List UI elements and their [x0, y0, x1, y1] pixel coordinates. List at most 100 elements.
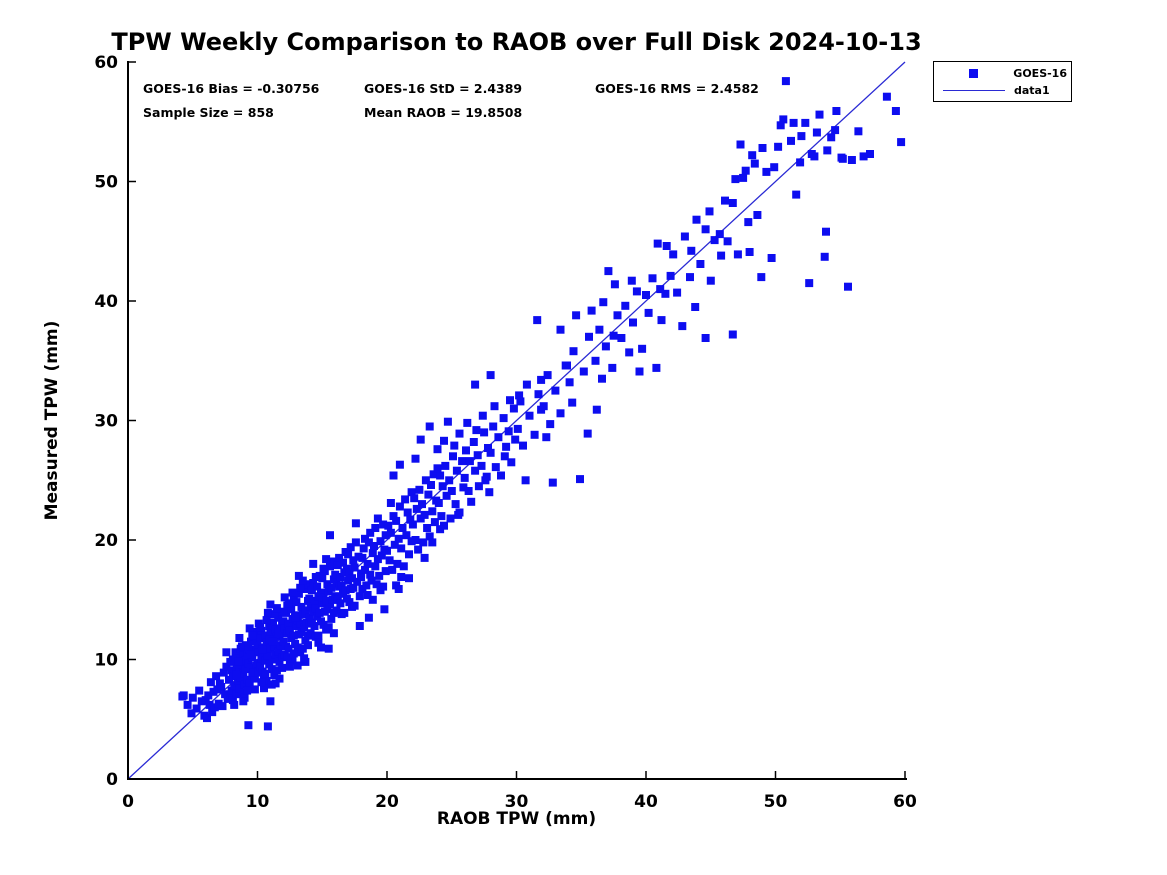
data-point — [436, 525, 445, 534]
data-point — [859, 152, 868, 161]
data-point — [262, 616, 271, 625]
data-point — [283, 653, 292, 662]
data-point — [420, 553, 429, 562]
data-point — [294, 589, 303, 598]
legend-line-icon — [943, 89, 1005, 91]
data-point — [301, 636, 310, 645]
data-point — [249, 668, 258, 677]
data-point — [381, 531, 390, 540]
data-point — [478, 411, 487, 420]
data-point — [515, 391, 524, 400]
data-point — [239, 697, 248, 706]
data-point — [423, 524, 432, 532]
data-point — [844, 282, 852, 291]
data-point — [397, 573, 406, 581]
data-point — [831, 126, 840, 135]
data-point — [832, 107, 841, 115]
data-point — [341, 586, 350, 595]
stat-std: GOES-16 StD = 2.4389 — [364, 81, 523, 96]
data-point — [212, 672, 221, 681]
data-point — [486, 371, 495, 380]
data-point — [464, 487, 473, 495]
data-point — [420, 510, 429, 519]
data-point — [548, 478, 557, 487]
data-point — [192, 704, 201, 713]
data-point — [701, 225, 710, 234]
data-point — [380, 605, 389, 614]
data-point — [442, 491, 451, 500]
data-point — [355, 622, 364, 630]
data-point — [648, 274, 657, 283]
data-point — [500, 452, 509, 461]
legend-square-marker-icon — [943, 68, 1004, 78]
x-tick-label: 60 — [893, 792, 917, 812]
data-point — [601, 342, 610, 351]
data-point — [801, 118, 810, 127]
data-point — [287, 605, 296, 614]
data-point — [389, 471, 398, 480]
data-point — [337, 581, 346, 590]
data-point — [256, 634, 265, 642]
data-point — [300, 623, 309, 632]
data-point — [731, 175, 740, 184]
data-point — [398, 524, 407, 532]
data-point — [298, 576, 307, 585]
data-point — [556, 325, 565, 334]
data-point — [407, 488, 416, 497]
data-point — [280, 624, 289, 633]
data-point — [355, 592, 364, 601]
data-point — [348, 574, 356, 583]
data-point — [317, 588, 325, 597]
data-point — [258, 645, 267, 654]
data-point — [741, 166, 750, 175]
data-point — [361, 565, 369, 574]
data-point — [460, 473, 469, 482]
data-point — [474, 482, 483, 491]
data-point — [687, 246, 696, 255]
data-point — [318, 574, 327, 583]
data-point — [240, 680, 249, 689]
data-point — [284, 619, 293, 628]
data-point — [418, 500, 426, 509]
data-point — [539, 402, 548, 411]
data-point — [324, 623, 333, 632]
stat-sample-size: Sample Size = 858 — [143, 105, 274, 120]
data-point — [244, 643, 253, 652]
data-point — [721, 196, 729, 205]
data-point — [506, 396, 514, 405]
data-point — [265, 660, 274, 669]
data-point — [433, 464, 442, 473]
data-point — [627, 276, 636, 285]
data-point — [301, 606, 310, 615]
data-point — [274, 647, 283, 656]
data-point — [327, 583, 336, 592]
data-point — [393, 559, 402, 568]
data-point — [289, 649, 298, 658]
data-point — [847, 156, 856, 164]
data-point — [304, 641, 312, 650]
data-point — [434, 499, 443, 507]
data-point — [195, 686, 204, 695]
data-point — [278, 663, 287, 672]
data-point — [363, 591, 372, 599]
data-point — [511, 435, 520, 444]
data-point — [598, 374, 606, 383]
data-point — [313, 582, 322, 591]
data-point — [367, 576, 376, 585]
data-point — [204, 691, 213, 700]
data-point — [327, 614, 336, 623]
data-point — [882, 92, 891, 101]
data-point — [311, 604, 320, 613]
data-point — [208, 708, 217, 717]
data-point — [364, 538, 373, 547]
data-point — [485, 488, 494, 497]
data-point — [686, 273, 694, 282]
data-point — [349, 583, 358, 592]
data-point — [247, 637, 255, 646]
data-point — [750, 159, 759, 168]
data-point — [412, 504, 421, 513]
data-point — [324, 644, 333, 653]
data-point — [661, 289, 670, 298]
data-point — [323, 605, 332, 614]
